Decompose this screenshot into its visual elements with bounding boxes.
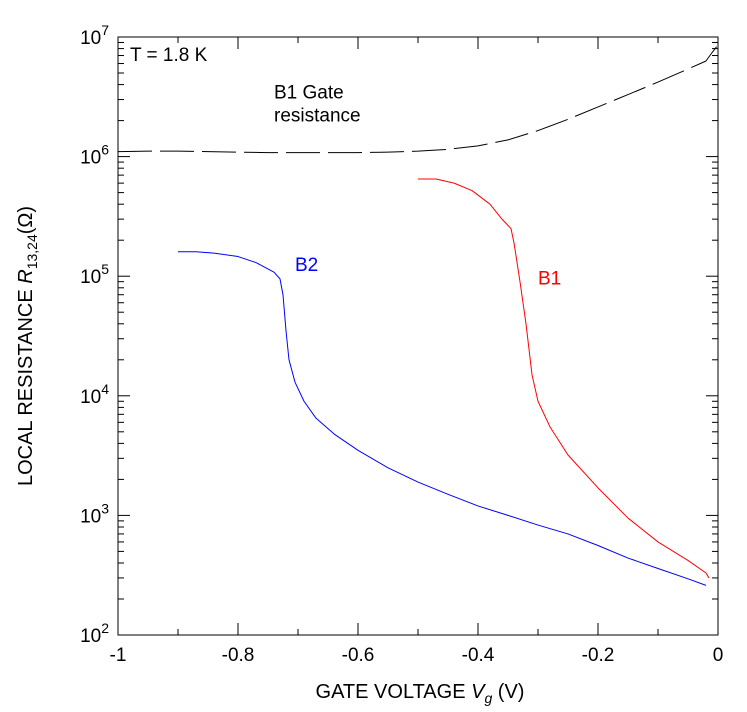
annotation-layer: T = 1.8 K B1 Gate resistance B2 B1 xyxy=(130,45,561,290)
y-tick-label: 102 xyxy=(80,620,109,647)
x-tick-label: -1 xyxy=(110,645,127,666)
annotation-gate-resistance: B1 Gate resistance xyxy=(274,83,361,127)
x-tick-label: -0.2 xyxy=(582,645,615,666)
annotation-temperature: T = 1.8 K xyxy=(130,45,208,66)
x-tick-label: 0 xyxy=(713,645,724,666)
x-tick-label: -0.8 xyxy=(222,645,255,666)
y-tick-label: 105 xyxy=(80,261,109,288)
annotation-b2: B2 xyxy=(295,255,318,276)
axis-labels-layer: GATE VOLTAGE Vg (V) LOCAL RESISTANCE R13,… xyxy=(15,206,524,706)
y-axis-title: LOCAL RESISTANCE R13,24(Ω) xyxy=(15,206,40,486)
x-tick-label: -0.6 xyxy=(342,645,375,666)
x-tick-label: -0.4 xyxy=(462,645,495,666)
y-tick-label: 103 xyxy=(80,500,109,527)
annotation-b1: B1 xyxy=(538,269,561,290)
y-tick-label: 107 xyxy=(80,22,109,49)
series-line-b2 xyxy=(178,251,707,586)
series-line-b1-gate-resistance xyxy=(117,44,719,154)
axes-layer: -1 -0.8 -0.6 -0.4 -0.2 0 102 103 104 105 106 107 xyxy=(80,22,723,666)
y-tick-label: 104 xyxy=(80,381,109,408)
series-line-b1 xyxy=(418,178,710,579)
series-layer xyxy=(117,44,719,586)
x-axis-title: GATE VOLTAGE Vg (V) xyxy=(316,681,525,706)
y-tick-label: 106 xyxy=(80,142,109,169)
